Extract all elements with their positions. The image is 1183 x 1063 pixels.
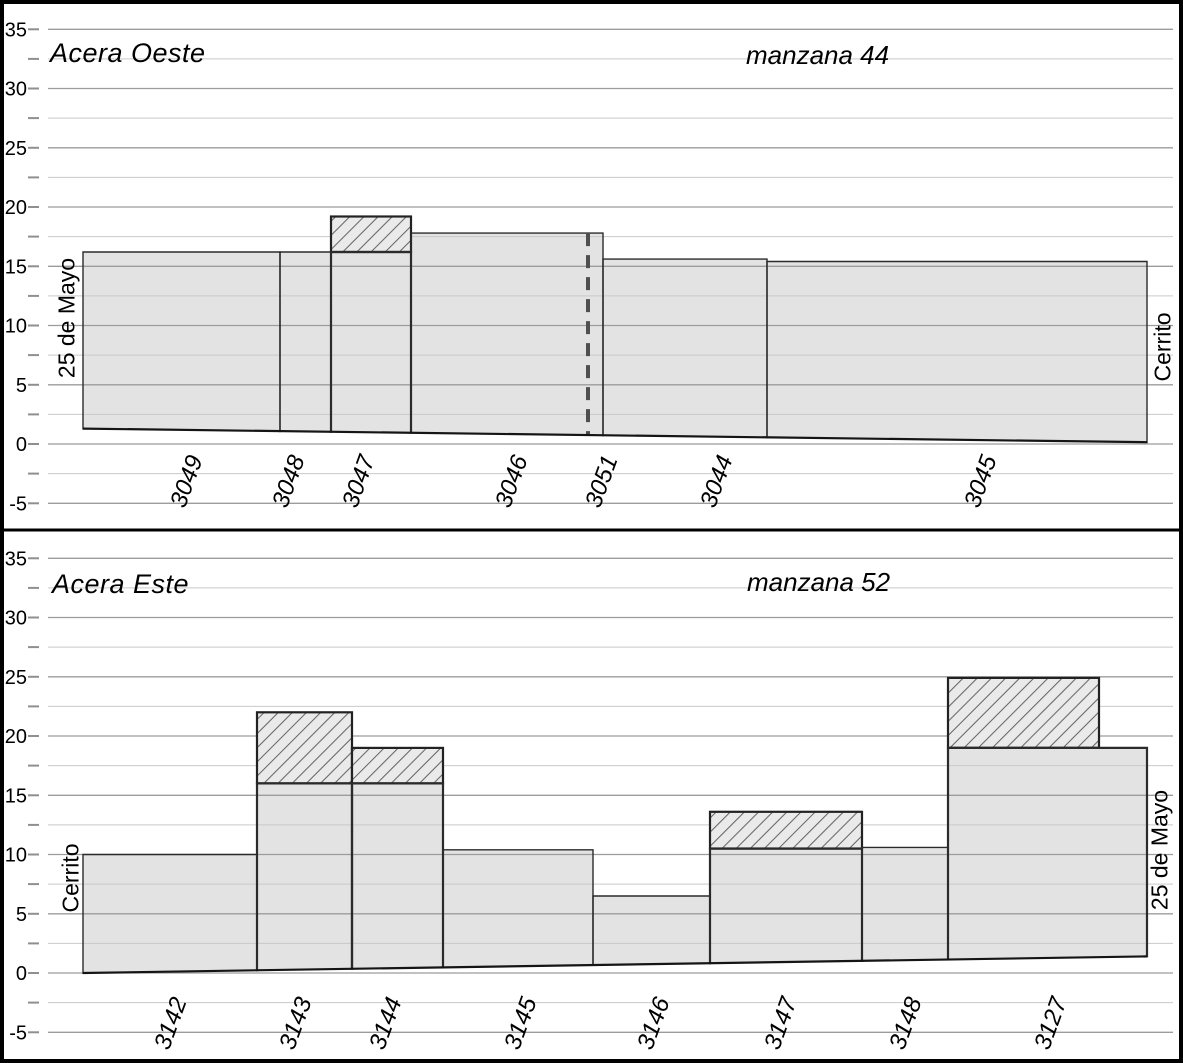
panel1-street-left-label: 25 de Mayo xyxy=(53,257,80,379)
x-axis-label-3127: 3127 xyxy=(1029,992,1073,1053)
x-axis-label-3045: 3045 xyxy=(959,451,1003,511)
panel2-side-title: Acera Este xyxy=(52,569,190,599)
ground-baseline xyxy=(82,427,1148,444)
x-axis-label-3051: 3051 xyxy=(580,452,624,511)
parcel-bar-3144 xyxy=(352,783,443,969)
parcel-bar-3127 xyxy=(948,747,1147,960)
y-tick-label: 25 xyxy=(5,138,27,160)
parcel-bar-3047 xyxy=(331,252,411,433)
y-tick-label: 10 xyxy=(5,845,27,867)
y-tick-label: 20 xyxy=(5,197,27,219)
parcel-hatch-3127 xyxy=(946,676,1101,749)
y-tick-label: 35 xyxy=(5,548,27,570)
parcel-bar-3051 xyxy=(588,233,603,436)
y-tick-label: -5 xyxy=(9,493,27,515)
panel1-block-label: manzana 44 xyxy=(746,40,890,70)
y-tick-label: 5 xyxy=(16,904,27,926)
parcel-hatch-3047 xyxy=(329,215,413,254)
panel2-street-left-label: Cerrito xyxy=(57,843,84,913)
parcel-outline-3046 xyxy=(410,232,588,434)
parcel-bar-3148 xyxy=(862,847,948,961)
x-axis-label-3147: 3147 xyxy=(759,992,803,1053)
y-tick-label: 35 xyxy=(5,19,27,41)
parcel-hatch-3143 xyxy=(255,711,354,785)
parcel-outline-3045 xyxy=(766,260,1148,444)
panel1-street-right-label: Cerrito xyxy=(1149,312,1176,382)
x-axis-label-3049: 3049 xyxy=(165,452,209,511)
y-tick-label: 5 xyxy=(16,375,27,397)
parcel-hatch-3147 xyxy=(708,810,864,850)
panel1-side-title: Acera Oeste xyxy=(50,38,206,68)
y-tick-label: 20 xyxy=(5,726,27,748)
y-tick-label: 25 xyxy=(5,667,27,689)
panel2-block-label: manzana 52 xyxy=(747,567,891,597)
parcel-bar-3044 xyxy=(603,259,767,438)
y-tick-label: 15 xyxy=(5,785,27,807)
parcel-bar-3146 xyxy=(593,896,710,965)
parcel-bar-3145 xyxy=(443,849,593,968)
y-tick-label: 30 xyxy=(5,79,27,101)
x-axis-label-3046: 3046 xyxy=(490,451,534,511)
ground-baseline xyxy=(82,955,1148,975)
y-tick-label: -5 xyxy=(9,1022,27,1044)
y-tick-label: 10 xyxy=(5,316,27,338)
parcel-bar-3143 xyxy=(257,783,352,971)
parcel-bar-3046 xyxy=(411,233,588,436)
parcel-hatch-3144 xyxy=(350,746,445,785)
x-axis-label-3047: 3047 xyxy=(337,450,381,511)
parcel-outline-3127 xyxy=(946,746,1149,961)
parcel-bar-3048 xyxy=(280,252,331,432)
y-tick-label: 0 xyxy=(16,434,27,456)
parcel-bar-3147 xyxy=(710,848,862,964)
x-axis-label-3048: 3048 xyxy=(267,451,311,511)
y-tick-label: 30 xyxy=(5,608,27,630)
y-tick-label: 15 xyxy=(5,256,27,278)
x-axis-label-3044: 3044 xyxy=(695,452,739,511)
parcel-bar-3049 xyxy=(83,252,280,432)
parcel-bar-3045 xyxy=(767,261,1147,443)
panel2-street-right-label: 25 de Mayo xyxy=(1146,789,1173,911)
y-tick-label: 0 xyxy=(16,963,27,985)
